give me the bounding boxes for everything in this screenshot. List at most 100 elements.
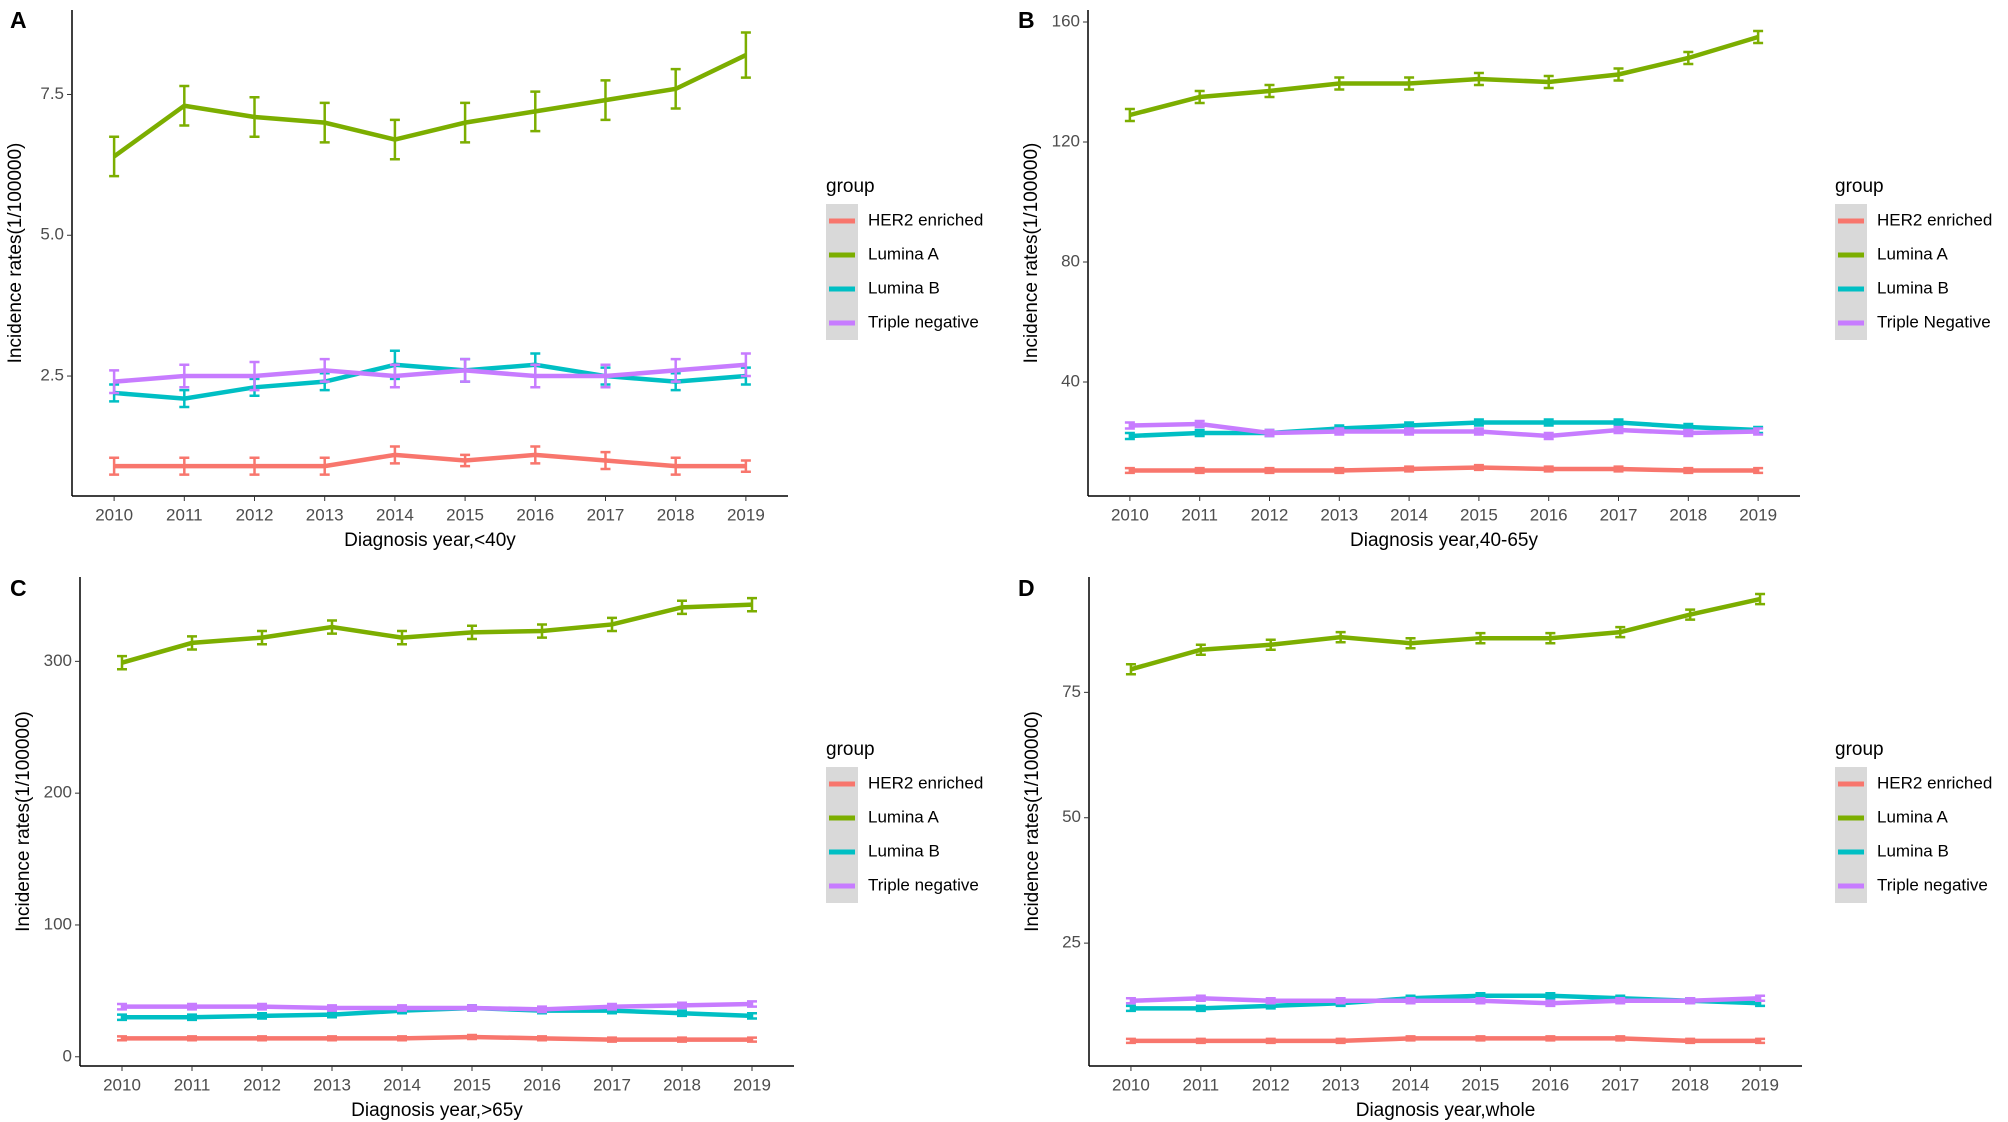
error-bar [327,1004,337,1012]
legend-label: Triple Negative [1877,312,1991,331]
error-bar [187,635,197,651]
error-bar [467,624,477,641]
y-tick-label: 200 [44,783,72,802]
series-line [1130,1036,1761,1044]
panel-label: B [1018,7,1035,33]
error-bar [1194,428,1205,438]
error-bar [109,135,120,178]
error-bar [607,1002,617,1011]
error-bar [1124,431,1135,441]
error-bar [677,1036,687,1043]
x-axis-label: Diagnosis year,40-65y [1350,530,1538,551]
error-bar [1125,1037,1136,1045]
y-tick-label: 50 [1062,807,1081,826]
error-bar [1615,625,1626,639]
error-bar [1473,427,1484,436]
error-bar [257,1002,267,1011]
error-bar [1125,997,1136,1005]
error-bar [257,1012,267,1020]
series-line [1129,421,1759,439]
series-line [1130,596,1761,672]
x-tick-label: 2018 [1671,1075,1709,1094]
x-tick-label: 2011 [174,1075,211,1094]
x-tick-label: 2012 [1252,1075,1290,1094]
x-tick-label: 2018 [657,505,695,524]
error-bar [1683,50,1694,66]
error-bar [187,1002,197,1011]
error-bar [670,357,681,383]
x-tick-label: 2017 [587,505,625,524]
error-bar [1405,636,1416,650]
legend-label: Lumina A [868,244,940,263]
x-tick-label: 2011 [1183,1075,1220,1094]
error-bar [1195,1004,1206,1013]
x-tick-label: 2014 [376,505,414,524]
x-tick-label: 2017 [1601,1075,1639,1094]
y-tick-label: 0 [63,1046,72,1065]
error-bar [1473,463,1484,472]
series-line [121,602,753,665]
panel: D 25 50 75 2010 2011 2012 2013 2014 2015 2016 2017 2… [1018,575,1992,1121]
error-bar [1753,466,1764,475]
x-tick-label: 2015 [1460,505,1498,524]
x-tick-label: 2014 [383,1075,421,1094]
error-bar [1334,466,1345,475]
error-bar [1545,1035,1556,1042]
error-bar [1195,643,1206,656]
error-bar [530,363,541,389]
x-tick-label: 2016 [1531,1075,1569,1094]
error-bar [747,1012,757,1020]
y-tick-label: 75 [1062,682,1081,701]
y-tick-label: 160 [1052,11,1080,30]
x-tick-label: 2016 [516,505,554,524]
legend-label: Lumina A [1877,244,1949,263]
series-line [122,1001,753,1012]
error-bar [187,1013,197,1022]
error-bar [747,1036,757,1043]
error-bar [1545,999,1556,1008]
panel: A 2.5 5.0 7.5 2010 2011 2012 2013 2014 2015 2016 20… [5,7,983,551]
error-bar [467,1004,477,1012]
error-bar [1194,466,1205,475]
error-bar [1195,994,1206,1003]
error-bar [257,1035,267,1042]
error-bar [249,360,260,392]
error-bar [600,450,611,471]
panel: B 40 80 120 160 2010 2011 2012 2013 2014 2015 2016 2… [1018,7,1992,551]
error-bar [1615,1035,1626,1042]
error-bar [1545,992,1556,1000]
series-line [113,362,747,401]
error-bar [109,456,120,476]
x-tick-label: 2012 [236,505,274,524]
panel-label: C [10,575,27,601]
error-bar [117,1013,127,1022]
y-tick-label: 300 [44,651,72,670]
error-bar [460,453,471,468]
legend-title: group [1835,739,1884,760]
series-line [113,362,747,384]
x-tick-label: 2014 [1390,505,1428,524]
x-tick-label: 2011 [166,505,203,524]
error-bar [389,118,400,161]
legend-label: HER2 enriched [1877,210,1992,229]
error-bar [1194,89,1205,105]
y-axis-label: Incidence rates(1/100000) [1021,143,1042,364]
error-bar [537,1005,547,1014]
error-bar [179,363,190,389]
error-bar [109,369,120,395]
legend-label: Lumina B [868,841,940,860]
x-axis-label: Diagnosis year,<40y [344,530,516,551]
error-bar [187,1035,197,1042]
error-bar [1615,997,1626,1005]
error-bar [1264,466,1275,475]
error-bar [1194,419,1205,429]
error-bar [249,456,260,476]
error-bar [1335,630,1346,644]
error-bar [677,1001,687,1010]
x-tick-label: 2019 [727,505,765,524]
legend-title: group [1835,176,1884,197]
error-bar [179,84,190,127]
error-bar [1475,631,1486,645]
series-line [122,1034,752,1042]
error-bar [1755,592,1766,606]
